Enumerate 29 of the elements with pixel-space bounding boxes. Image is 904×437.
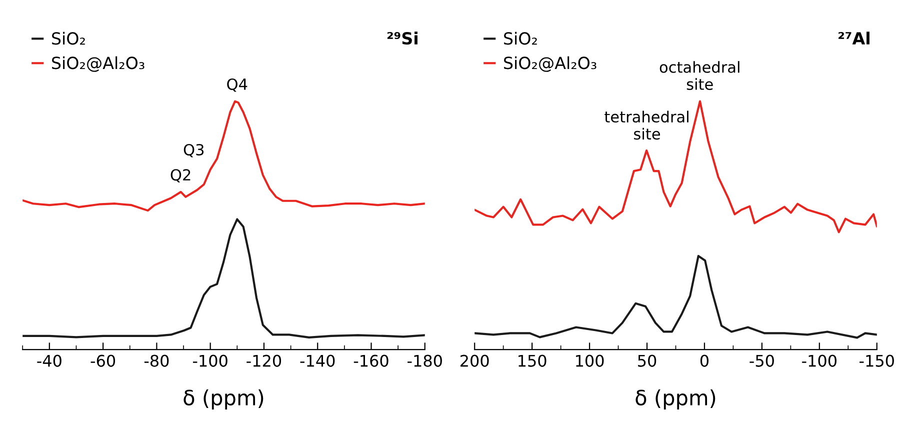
annotation: Q2 bbox=[170, 169, 190, 182]
x-tick-label: -160 bbox=[354, 354, 388, 367]
x-tick-label: -120 bbox=[246, 354, 282, 367]
x-tick-label: -140 bbox=[300, 354, 335, 367]
text: ²⁹Si bbox=[387, 32, 418, 45]
text: ²⁷Al bbox=[838, 32, 870, 44]
x-tick-label: 150 bbox=[518, 354, 546, 367]
annotation: tetrahedral site bbox=[604, 110, 688, 140]
x-tick-label: -80 bbox=[144, 354, 169, 367]
legend-label: SiO₂@Al₂O₃ bbox=[504, 56, 596, 72]
x-tick-label: -60 bbox=[90, 354, 116, 367]
annotation: octahedral site bbox=[660, 61, 740, 90]
x-tick-label: -150 bbox=[860, 354, 894, 367]
legend-label: SiO₂ bbox=[504, 32, 537, 45]
x-tick-label: 0 bbox=[700, 354, 708, 367]
x-tick-label: -40 bbox=[37, 354, 62, 367]
x-axis-title: δ (ppm) bbox=[636, 389, 716, 410]
x-axis-title: δ (ppm) bbox=[184, 389, 264, 410]
x-tick-label: -180 bbox=[408, 354, 442, 367]
x-tick-label: 50 bbox=[638, 354, 656, 367]
x-tick-label: -100 bbox=[192, 354, 228, 367]
legend-label: SiO₂@Al₂O₃ bbox=[52, 56, 144, 72]
x-tick-label: -50 bbox=[750, 354, 774, 367]
annotation: Q3 bbox=[184, 144, 204, 158]
legend-label: SiO₂ bbox=[52, 32, 85, 45]
x-tick-label: -100 bbox=[802, 354, 836, 367]
x-tick-label: 200 bbox=[460, 354, 489, 367]
x-tick-label: 100 bbox=[576, 354, 604, 367]
annotation: Q4 bbox=[227, 78, 248, 92]
